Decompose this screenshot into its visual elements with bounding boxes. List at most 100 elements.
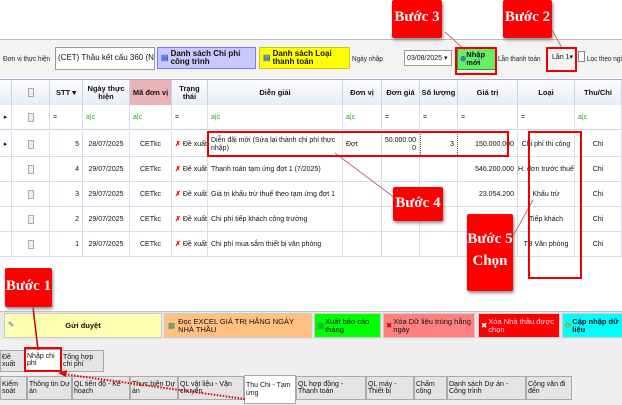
- filter-date[interactable]: a|c: [83, 105, 130, 130]
- cell-text: 2: [75, 215, 79, 223]
- new-entry-label: Nhập mới: [466, 50, 486, 67]
- cell-desc: Giá trị khấu trừ thuế theo tạm ứng đợt 1: [208, 182, 343, 207]
- cell-text: Giá trị khấu trừ thuế theo tạm ứng đợt 1: [211, 190, 336, 198]
- cell-text: 546.200.000: [475, 165, 514, 173]
- main-tab-6[interactable]: QL hợp đồng - Thanh toán: [296, 376, 366, 400]
- select-all-header[interactable]: [12, 80, 50, 105]
- row-indicator: [0, 157, 12, 182]
- select-all-checkbox[interactable]: [27, 88, 34, 97]
- read-excel-button[interactable]: ▦ Đọc EXCEL GIÁ TRỊ HẰNG NGÀY NHÀ THẦU: [164, 313, 312, 338]
- delete-contractor-button[interactable]: ✖ Xóa Nhà thầu được chọn: [478, 313, 560, 338]
- col-value[interactable]: Giá trị: [458, 80, 518, 105]
- unit-label: Đơn vị thực hiện: [3, 54, 51, 63]
- plus-icon: ⊕: [460, 54, 467, 64]
- main-tab-4[interactable]: QL vật liệu - Vận chuyển: [178, 376, 244, 400]
- row-checkbox[interactable]: [12, 207, 50, 232]
- table-row[interactable]: 4 29/07/2025 CETkc ✗ Đề xuất Thanh toán tạm ứ…: [0, 157, 622, 182]
- col-price[interactable]: Đơn giá: [382, 80, 420, 105]
- update-data-button[interactable]: ⟳ Cập nhập dữ liệu: [562, 313, 622, 338]
- list-icon: ▤: [263, 52, 271, 62]
- col-type[interactable]: Loại: [518, 80, 575, 105]
- subtab-proposal[interactable]: Đề xuất: [0, 350, 25, 372]
- filter-checkbox[interactable]: [12, 105, 50, 130]
- cell-desc: Chi phí tiếp khách công trường: [208, 207, 343, 232]
- cell-text: Tiếp khách: [529, 215, 563, 223]
- cell-qty: [420, 182, 458, 207]
- unit-select-value: (CET) Thầu kết cấu 360 (Nhận th...: [58, 53, 154, 63]
- main-tab-0[interactable]: Kiểm soát: [0, 376, 27, 400]
- cell-text: Đề xuất: [182, 215, 207, 223]
- cell-stt: 3: [50, 182, 83, 207]
- cell-text: 28/07/2025: [88, 140, 124, 148]
- arrow-head-icon: [58, 370, 67, 377]
- row-checkbox[interactable]: [12, 182, 50, 207]
- cell-text: Chi: [592, 190, 604, 198]
- payment-round-select[interactable]: Lần 1▾: [552, 54, 574, 61]
- cell-text: Chi: [592, 140, 604, 148]
- col-date[interactable]: Ngày thực hiện: [83, 80, 130, 105]
- cell-stt: 2: [50, 207, 83, 232]
- filter-unit-code[interactable]: a|c: [130, 105, 172, 130]
- payment-round-label: Lần thanh toán: [498, 54, 541, 63]
- cell-unit: [343, 157, 382, 182]
- payment-type-list-label: Danh sách Loại thanh toán: [272, 48, 332, 66]
- cell-value: [458, 232, 518, 257]
- col-unit-code[interactable]: Mã đơn vị: [130, 80, 172, 105]
- filter-type[interactable]: =: [518, 105, 575, 130]
- cell-text: 5: [75, 140, 79, 148]
- cell-text: CETkc: [140, 140, 161, 148]
- col-stt[interactable]: STT ▾: [50, 80, 83, 105]
- cell-unit: [343, 207, 382, 232]
- col-description[interactable]: Diễn giải: [208, 80, 343, 105]
- callout-step2: Bước 2: [503, 0, 552, 38]
- unit-select[interactable]: (CET) Thầu kết cấu 360 (Nhận th...: [55, 47, 155, 70]
- filter-row-indicator: ▸: [0, 105, 12, 130]
- row-checkbox[interactable]: [12, 157, 50, 182]
- excel-icon: ▦: [317, 320, 325, 330]
- main-tab-2[interactable]: QL tiến độ - Kế hoạch: [72, 376, 130, 400]
- cell-text: CETkc: [140, 240, 161, 248]
- excel-icon: ▦: [168, 320, 176, 330]
- cell-unit: [343, 232, 382, 257]
- cell-unit-code: CETkc: [130, 157, 172, 182]
- row-indicator: [0, 182, 12, 207]
- cell-value: 23.054.200: [458, 182, 518, 207]
- filter-unit[interactable]: a|c: [343, 105, 382, 130]
- filter-description[interactable]: a|c: [208, 105, 343, 130]
- cell-text: Chi phí thi công: [521, 140, 571, 148]
- filter-price[interactable]: =: [382, 105, 420, 130]
- export-monthly-report-button[interactable]: ▦ Xuất báo cáo tháng: [314, 313, 381, 338]
- payment-type-list-button[interactable]: ▤ Danh sách Loại thanh toán: [259, 47, 350, 69]
- cell-desc: Thanh toán tạm ứng đợt 1 (7/2025): [208, 157, 343, 182]
- send-approval-button[interactable]: ✎ Gửi duyệt: [4, 313, 162, 338]
- filter-status[interactable]: =: [172, 105, 208, 130]
- main-tab-9[interactable]: Danh sách Dự án - Công trình: [447, 376, 526, 400]
- cost-list-button[interactable]: ▤ Danh sách Chi phí công trình: [157, 47, 256, 69]
- date-input[interactable]: 03/08/2025 ▾: [404, 50, 452, 66]
- main-tab-10[interactable]: Công văn đi đến: [526, 376, 572, 400]
- delete-duplicate-button[interactable]: ✖ Xóa Dữ liệu trùng hằng ngày: [383, 313, 475, 338]
- export-monthly-report-label: Xuất báo cáo tháng: [325, 316, 370, 334]
- col-income-expense[interactable]: Thu/Chi: [575, 80, 622, 105]
- col-status[interactable]: Trạng thái: [172, 80, 208, 105]
- cell-unit-code: CETkc: [130, 207, 172, 232]
- action-bar: ✎ Gửi duyệt ▦ Đọc EXCEL GIÁ TRỊ HẰNG NGÀY …: [0, 311, 622, 339]
- main-tab-1[interactable]: Thông tin Dự án: [27, 376, 72, 400]
- filter-quantity[interactable]: =: [420, 105, 458, 130]
- main-tab-7[interactable]: QL máy - Thiết bị: [366, 376, 414, 400]
- cell-text: 50.000.000: [384, 137, 416, 152]
- table-row[interactable]: 2 29/07/2025 CETkc ✗ Đề xuất Chi phí tiếp khá…: [0, 207, 622, 232]
- main-tab-8[interactable]: Chấm công: [414, 376, 447, 400]
- filter-by-date-checkbox[interactable]: [578, 51, 585, 62]
- cell-stt: 1: [50, 232, 83, 257]
- cell-stt: 4: [50, 157, 83, 182]
- filter-stt[interactable]: =: [50, 105, 83, 130]
- main-tab-5[interactable]: Thu Chi - Tạm ứng: [244, 375, 296, 404]
- row-checkbox[interactable]: [12, 232, 50, 257]
- cell-text: H. đơn trước thuế: [518, 165, 574, 173]
- col-unit[interactable]: Đơn vị: [343, 80, 382, 105]
- col-quantity[interactable]: Số lượng: [420, 80, 458, 105]
- filter-value[interactable]: =: [458, 105, 518, 130]
- cell-text: 4: [75, 165, 79, 173]
- row-checkbox[interactable]: [12, 132, 50, 157]
